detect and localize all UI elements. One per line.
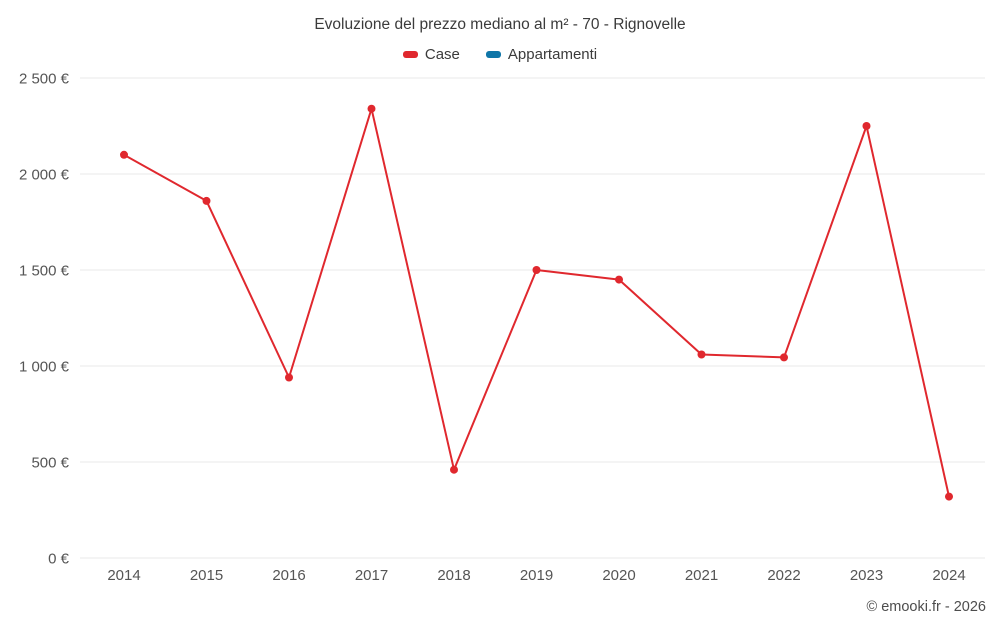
data-point[interactable] [697,350,706,359]
series-line-case [123,107,950,498]
data-point[interactable] [285,373,293,382]
data-point[interactable] [367,104,376,113]
data-point[interactable] [615,275,623,284]
x-axis-tick-label: 2015 [190,567,223,584]
copyright: © emooki.fr - 2026 [866,599,986,615]
x-axis-tick-label: 2016 [272,567,305,584]
legend: Case Appartamenti [0,46,1000,63]
legend-marker-appartamenti-icon [485,51,501,58]
y-axis-tick-label: 1 500 € [19,262,70,279]
x-axis-tick-label: 2018 [437,567,470,584]
x-axis-tick-label: 2017 [355,567,388,584]
y-axis-tick-label: 500 € [31,454,69,471]
x-axis-tick-label: 2023 [850,567,883,584]
data-point[interactable] [532,266,541,274]
legend-item-case[interactable]: Case [402,46,460,63]
x-axis-tick-label: 2014 [107,567,140,584]
data-point[interactable] [945,492,953,501]
y-axis-tick-label: 0 € [48,550,70,567]
x-axis-tick-label: 2021 [685,567,718,584]
x-axis-tick-label: 2020 [602,567,635,584]
data-point[interactable] [202,196,211,205]
x-axis-tick-label: 2022 [767,567,800,584]
legend-label-case: Case [424,46,460,63]
y-axis-tick-label: 2 500 € [19,70,70,87]
x-axis-tick-label: 2019 [520,567,553,584]
legend-item-appartamenti[interactable]: Appartamenti [485,46,598,63]
y-axis-tick-label: 2 000 € [19,166,70,183]
data-point[interactable] [120,150,128,159]
chart-title: Evoluzione del prezzo mediano al m² - 70… [314,16,686,33]
legend-marker-case-icon [402,51,418,58]
x-axis-tick-label: 2024 [932,567,965,584]
y-axis-tick-label: 1 000 € [19,358,70,375]
legend-label-appartamenti: Appartamenti [507,46,598,63]
data-point[interactable] [450,465,458,474]
data-point[interactable] [780,353,788,362]
data-point[interactable] [862,122,871,130]
